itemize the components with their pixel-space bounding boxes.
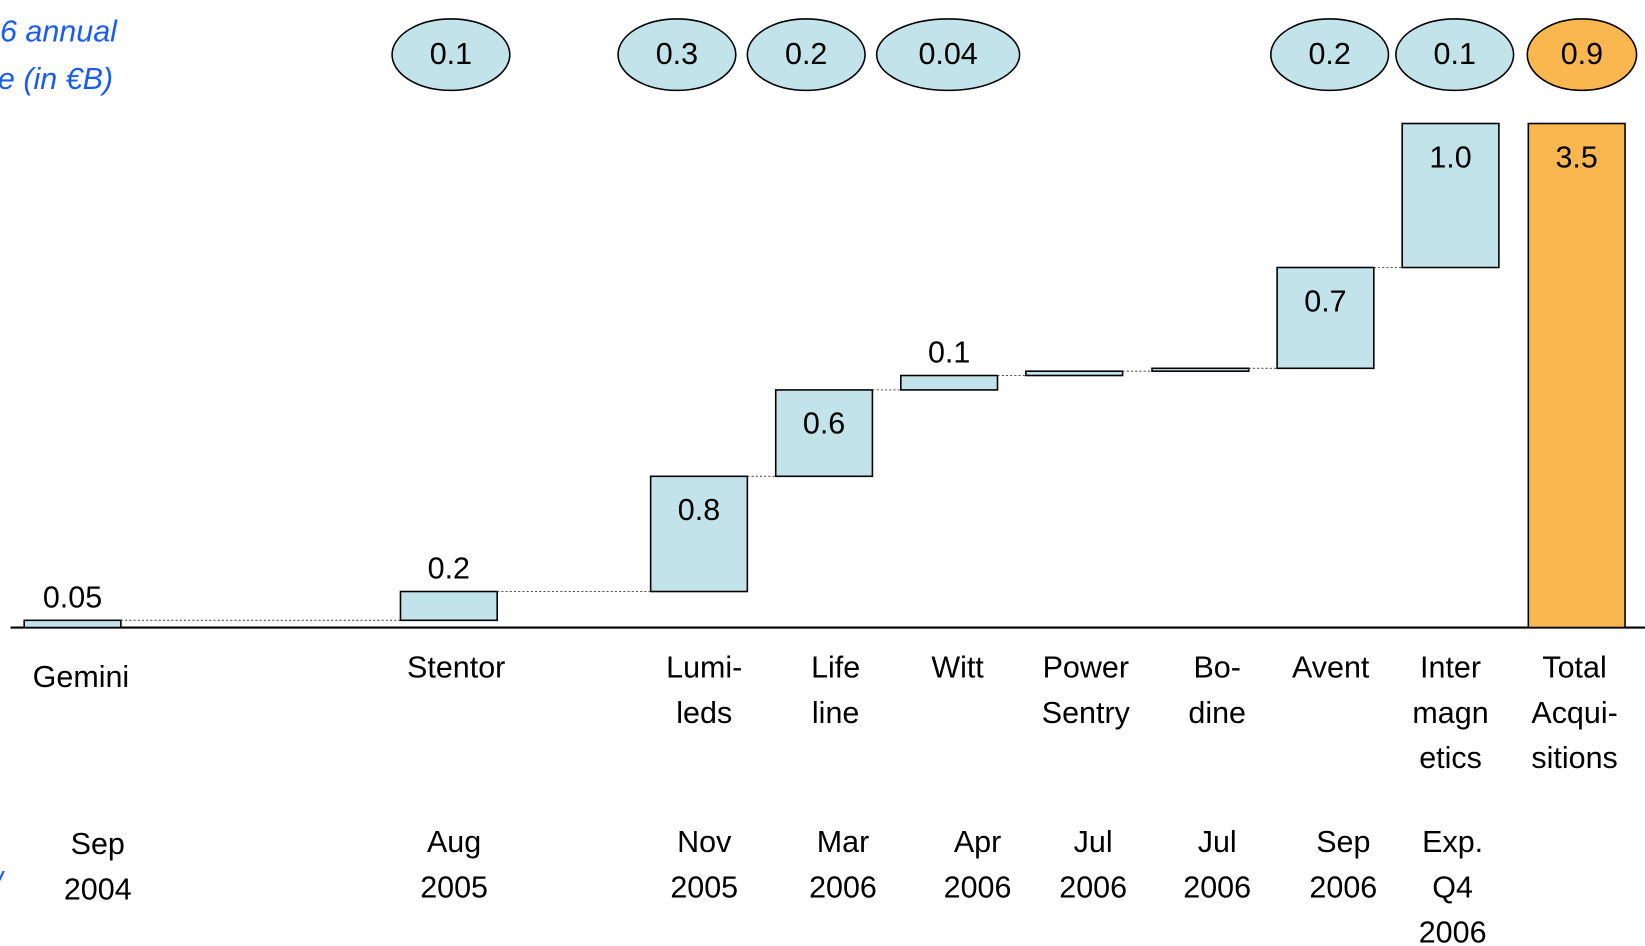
category-label: Gemini	[33, 660, 130, 694]
category-label: leds	[676, 696, 732, 730]
date-label: Sep	[1316, 825, 1370, 859]
bar	[399, 590, 498, 622]
date-label: 2006	[944, 870, 1012, 904]
bar	[1025, 370, 1124, 377]
category-label: sitions	[1531, 741, 1617, 775]
annotation: 6 annual	[0, 15, 118, 49]
category-label: line	[812, 696, 859, 730]
value-label: 0.8	[678, 493, 720, 527]
revenue-bubble	[1526, 18, 1638, 92]
bar	[1527, 122, 1626, 629]
revenue-label: 0.2	[785, 37, 827, 71]
revenue-label: 0.2	[1308, 37, 1350, 71]
value-label: 0.6	[803, 407, 845, 441]
category-label: Inter	[1420, 651, 1481, 685]
annotation: /	[0, 866, 6, 900]
revenue-label: 0.1	[1434, 37, 1476, 71]
revenue-bubble	[1270, 18, 1390, 92]
date-label: 2004	[64, 872, 132, 906]
value-label: 3.5	[1555, 140, 1597, 174]
revenue-bubble	[746, 18, 866, 92]
date-label: 2006	[1183, 870, 1251, 904]
revenue-bubble	[1395, 18, 1515, 92]
value-label: 0.05	[43, 580, 102, 614]
bar	[23, 619, 122, 629]
date-label: 2006	[1309, 870, 1377, 904]
date-label: Mar	[817, 825, 869, 859]
category-label: etics	[1419, 741, 1482, 775]
date-label: Aug	[427, 825, 481, 859]
revenue-label: 0.3	[656, 37, 698, 71]
value-label: 0.2	[428, 552, 470, 586]
value-label: 0.7	[1304, 284, 1346, 318]
category-label: Sentry	[1042, 696, 1131, 730]
category-label: magn	[1412, 696, 1488, 730]
bar	[774, 389, 874, 478]
date-label: 2005	[670, 870, 738, 904]
revenue-bubble	[391, 18, 511, 92]
bar	[1151, 367, 1250, 372]
category-label: Stentor	[407, 651, 505, 685]
value-label: 0.1	[928, 336, 970, 370]
date-label: 2006	[1419, 915, 1487, 946]
date-label: Apr	[954, 825, 1001, 859]
date-label: Sep	[71, 827, 125, 861]
category-label: Life	[811, 651, 860, 685]
date-label: Q4	[1432, 870, 1473, 904]
category-label: Witt	[931, 651, 984, 685]
date-label: Nov	[677, 825, 732, 859]
annotation: e (in €B)	[0, 62, 113, 96]
category-label: Bo-	[1193, 651, 1240, 685]
revenue-bubble	[875, 18, 1021, 92]
revenue-bubble	[617, 18, 737, 92]
date-label: Jul	[1198, 825, 1237, 859]
category-label: Avent	[1292, 651, 1370, 685]
revenue-label: 0.04	[918, 37, 977, 71]
date-label: 2006	[1059, 870, 1127, 904]
value-label: 1.0	[1429, 140, 1471, 174]
category-label: Acqui-	[1531, 696, 1617, 730]
bar	[1401, 122, 1500, 269]
category-label: Lumi-	[666, 651, 742, 685]
date-label: Jul	[1074, 825, 1113, 859]
revenue-label: 0.1	[430, 37, 472, 71]
date-label: 2005	[420, 870, 488, 904]
bar	[900, 374, 999, 391]
category-label: Power	[1043, 651, 1129, 685]
bar	[649, 475, 749, 593]
bar	[1276, 266, 1375, 370]
category-label: dine	[1188, 696, 1246, 730]
category-label: Total	[1542, 651, 1606, 685]
date-label: Exp.	[1422, 825, 1483, 859]
date-label: 2006	[809, 870, 877, 904]
revenue-label: 0.9	[1561, 37, 1603, 71]
